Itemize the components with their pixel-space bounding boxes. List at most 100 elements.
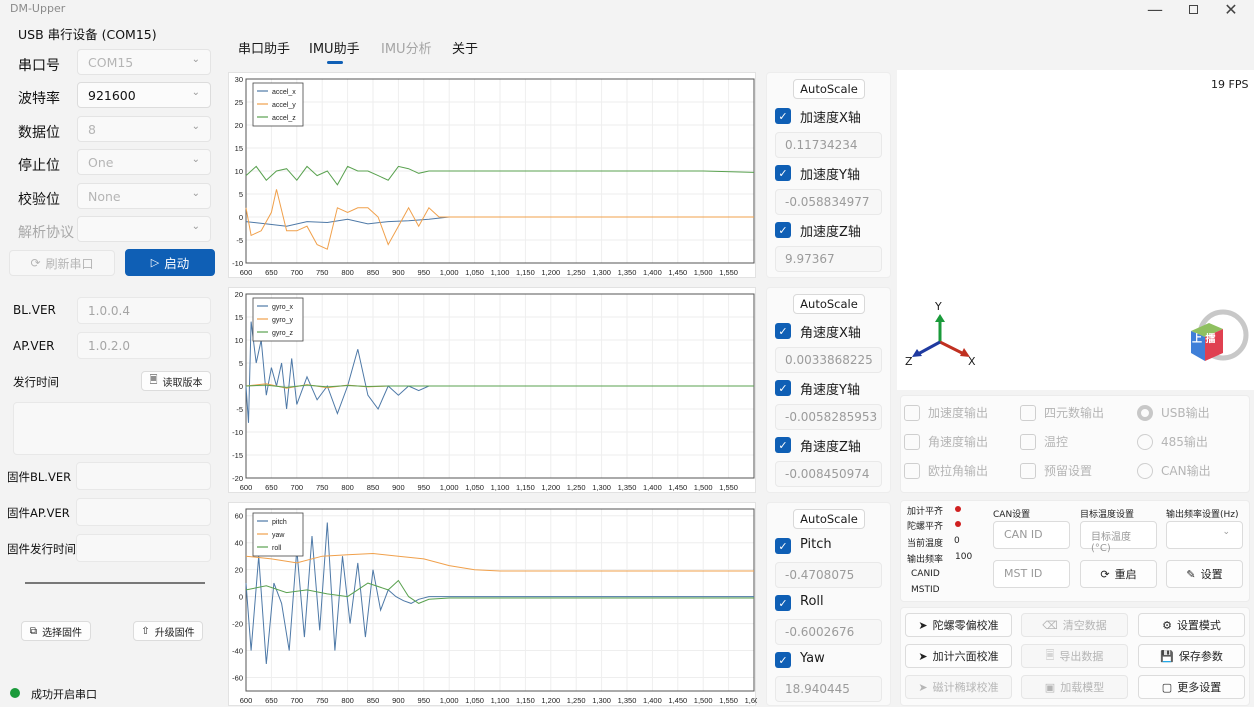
out-freq-value: 100 — [955, 552, 973, 562]
output-option[interactable]: 角速度输出 — [904, 433, 988, 450]
can-id-input[interactable]: CAN ID — [993, 521, 1070, 549]
save-params-label: 保存参数 — [1178, 650, 1223, 663]
x-tick-label: 1,400 — [643, 696, 662, 705]
document-icon: 🗏 — [149, 374, 158, 386]
gyro-zero-button[interactable]: ➤ 陀螺零偏校准 — [905, 613, 1012, 637]
sidebar-row-label: 校验位 — [18, 192, 60, 208]
x-tick-label: 950 — [418, 483, 431, 492]
y-tick-label: 60 — [235, 512, 243, 521]
restart-label: 重启 — [1114, 568, 1137, 581]
chevron-down-icon: ⌄ — [191, 221, 200, 232]
sidebar-row-select[interactable]: ⌄ — [77, 216, 211, 242]
six-face-button[interactable]: ➤ 加计六面校准 — [905, 644, 1012, 668]
x-tick-label: 600 — [240, 696, 253, 705]
output-option[interactable]: 欧拉角输出 — [904, 462, 988, 479]
series-checkbox[interactable]: ✓ — [775, 380, 791, 396]
load-model-label: 加载模型 — [1060, 681, 1105, 694]
load-model-button[interactable]: ▣ 加载模型 — [1021, 675, 1128, 699]
set-mode-button[interactable]: ⚙ 设置模式 — [1138, 613, 1245, 637]
export-data-button[interactable]: 🗏 导出数据 — [1021, 644, 1128, 668]
series-checkbox[interactable]: ✓ — [775, 538, 791, 554]
upgrade-firmware-label: 升级固件 — [154, 627, 195, 639]
refresh-port-button[interactable]: ⟳ 刷新串口 — [9, 250, 115, 276]
settings-button[interactable]: ✎ 设置 — [1166, 560, 1243, 588]
y-tick-label: 10 — [235, 336, 243, 345]
radio-icon — [1137, 462, 1153, 479]
x-tick-label: 900 — [392, 696, 405, 705]
y-tick-label: 5 — [239, 190, 243, 199]
select-firmware-button[interactable]: ⧉ 选择固件 — [21, 621, 91, 641]
autoscale-button[interactable]: AutoScale — [793, 294, 865, 314]
y-tick-label: 40 — [235, 539, 243, 548]
maximize-button[interactable] — [1174, 0, 1212, 18]
series-value-field: -0.4708075 — [775, 562, 882, 588]
series-checkbox[interactable]: ✓ — [775, 437, 791, 453]
tab-serial[interactable]: 串口助手 — [238, 42, 291, 57]
save-params-button[interactable]: 💾 保存参数 — [1138, 644, 1245, 668]
series-checkbox[interactable]: ✓ — [775, 108, 791, 124]
gyro-chart[interactable]: 600 650 700 750 800 850 900 950 1,000 1,050 1,100 1… — [228, 287, 756, 493]
upgrade-firmware-button[interactable]: ⇧ 升级固件 — [133, 621, 203, 641]
axis-x-label: X — [968, 355, 976, 368]
mst-id-input[interactable]: MST ID — [993, 560, 1070, 588]
start-button[interactable]: ▷ 启动 — [125, 249, 215, 276]
series-checkbox[interactable]: ✓ — [775, 652, 791, 668]
more-settings-button[interactable]: ▢ 更多设置 — [1138, 675, 1245, 699]
y-tick-label: 15 — [235, 313, 243, 322]
settings-label: 设置 — [1200, 568, 1223, 581]
minimize-button[interactable]: — — [1136, 0, 1174, 19]
output-option[interactable]: 加速度输出 — [904, 404, 988, 421]
x-tick-label: 1,200 — [541, 696, 560, 705]
refresh-icon: ⟳ — [30, 256, 41, 270]
series-checkbox[interactable]: ✓ — [775, 595, 791, 611]
series-value-field: 18.940445 — [775, 676, 882, 702]
output-option[interactable]: 485输出 — [1137, 433, 1208, 450]
tab-imu-analysis[interactable]: IMU分析 — [381, 42, 432, 57]
output-option[interactable]: USB输出 — [1137, 404, 1210, 421]
autoscale-button[interactable]: AutoScale — [793, 79, 865, 99]
out-freq-label: 输出频率 — [907, 555, 944, 565]
mag-ellipse-button[interactable]: ➤ 磁计椭球校准 — [905, 675, 1012, 699]
series-checkbox[interactable]: ✓ — [775, 222, 791, 238]
target-temp-label: 目标温度设置 — [1080, 510, 1135, 520]
y-tick-label: 30 — [235, 75, 243, 84]
x-tick-label: 700 — [291, 483, 304, 492]
more-icon: ▢ — [1161, 680, 1173, 694]
x-tick-label: 850 — [367, 696, 380, 705]
tab-imu[interactable]: IMU助手 — [309, 42, 360, 57]
target-temp-input[interactable]: 目标温度(°C) — [1080, 521, 1157, 554]
sidebar-row-select[interactable]: One ⌄ — [77, 149, 211, 175]
close-icon: ✕ — [1224, 0, 1238, 19]
freq-select[interactable]: ⌄ — [1166, 521, 1243, 549]
sidebar-row-value: One — [88, 155, 114, 170]
output-option[interactable]: 温控 — [1020, 433, 1068, 450]
output-option[interactable]: CAN输出 — [1137, 462, 1211, 479]
eraser-icon: ⌫ — [1042, 618, 1058, 632]
sidebar-row-select[interactable]: 8 ⌄ — [77, 116, 211, 142]
x-tick-label: 700 — [291, 696, 304, 705]
tab-about[interactable]: 关于 — [452, 42, 479, 57]
output-option[interactable]: 四元数输出 — [1020, 404, 1104, 421]
series-checkbox[interactable]: ✓ — [775, 323, 791, 339]
clear-data-button[interactable]: ⌫ 清空数据 — [1021, 613, 1128, 637]
read-version-button[interactable]: 🗏 读取版本 — [141, 371, 211, 391]
y-tick-label: -10 — [232, 428, 243, 437]
title-bar: DM-Upper — ✕ — [0, 0, 1254, 19]
x-tick-label: 1,300 — [592, 696, 611, 705]
euler-chart[interactable]: 600 650 700 750 800 850 900 950 1,000 1,050 1,100 1… — [228, 502, 757, 706]
minimize-icon: — — [1147, 0, 1163, 19]
restart-button[interactable]: ⟳ 重启 — [1080, 560, 1157, 588]
read-version-label: 读取版本 — [162, 377, 203, 389]
maximize-icon — [1188, 4, 1198, 14]
sidebar-row-select[interactable]: COM15 ⌄ — [77, 49, 211, 75]
sidebar-row-select[interactable]: 921600 ⌄ — [77, 82, 211, 108]
export-icon: 🗏 — [1045, 648, 1055, 662]
close-button[interactable]: ✕ — [1212, 0, 1250, 19]
output-option-label: CAN输出 — [1161, 464, 1211, 478]
autoscale-button[interactable]: AutoScale — [793, 509, 865, 529]
output-option[interactable]: 预留设置 — [1020, 462, 1092, 479]
mstid-label: MSTID — [911, 585, 940, 595]
sidebar-row-select[interactable]: None ⌄ — [77, 183, 211, 209]
series-checkbox[interactable]: ✓ — [775, 165, 791, 181]
accel-chart[interactable]: 600 650 700 750 800 850 900 950 1,000 1,050 1,100 1… — [228, 72, 756, 278]
